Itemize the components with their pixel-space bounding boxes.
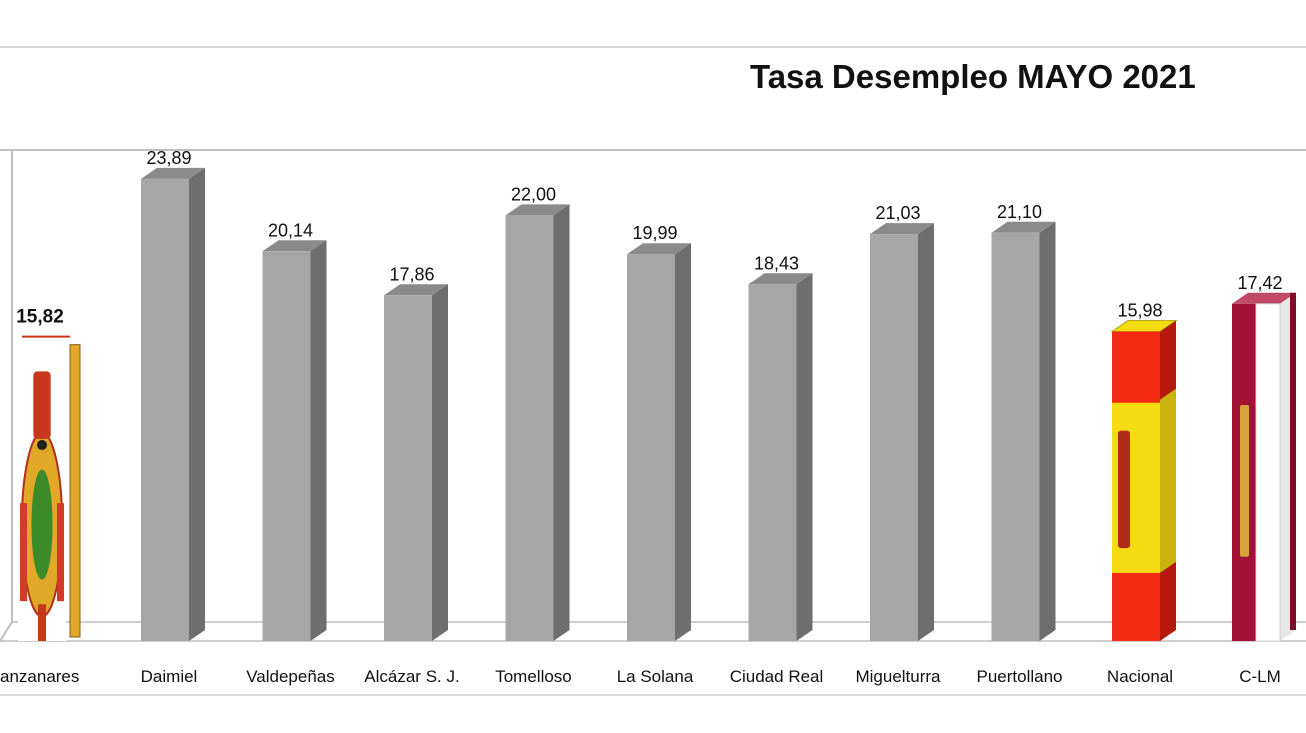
x-tick-label-nacional: Nacional [1107, 667, 1173, 686]
flag-coat-of-arms [1118, 430, 1130, 549]
bar-top-face [991, 221, 1056, 233]
bar-top-face [1232, 292, 1296, 304]
bar-top-face [748, 273, 813, 285]
flag-white-half [1255, 303, 1281, 642]
bar-tomelloso: 22,00 [505, 184, 570, 641]
bar-side-face [675, 243, 691, 641]
bar-ciudad-real: 18,43 [748, 253, 813, 641]
flag-castle [1240, 404, 1249, 557]
bar-side-face [310, 240, 327, 641]
bar-front-face [627, 254, 675, 641]
bar-la-solana: 19,99 [627, 223, 691, 641]
bar-top-face [262, 240, 327, 252]
data-label-miguelturra: 21,03 [875, 203, 920, 223]
bar-side-face [1039, 221, 1056, 641]
bar-side-face [918, 223, 934, 641]
bar-front-face [991, 232, 1040, 641]
bar-side-face [189, 167, 205, 641]
arms-pillar-left [20, 503, 27, 602]
data-label-anzanares: 15,82 [16, 307, 64, 328]
data-label-valdepenas: 20,14 [268, 220, 313, 240]
bar-front-face [384, 295, 432, 641]
plot-frame-left [0, 149, 13, 642]
x-tick-label-tomelloso: Tomelloso [495, 667, 572, 686]
arms-pillar-right [57, 503, 64, 602]
bar-alcazar-s-j: 17,86 [384, 264, 448, 641]
arms-side-edge [69, 344, 81, 638]
data-label-puertollano: 21,10 [997, 202, 1042, 222]
bar-top-face [870, 223, 934, 235]
bar-c-lm: 17,42 [1232, 273, 1296, 642]
bar-puertollano: 21,10 [991, 202, 1056, 641]
data-label-nacional: 15,98 [1117, 301, 1162, 321]
x-tick-label-puertollano: Puertollano [976, 667, 1062, 686]
bar-nacional: 15,98 [1110, 301, 1178, 641]
bar-valdepenas: 20,14 [262, 220, 327, 641]
bar-miguelturra: 21,03 [870, 203, 934, 641]
bar-side-face [432, 284, 448, 641]
bar-side-face [796, 273, 813, 641]
x-tick-label-alcazar-s-j: Alcázar S. J. [364, 667, 459, 686]
arms-shield-inner [31, 469, 53, 580]
data-label-la-solana: 19,99 [632, 223, 677, 243]
bar-front-face [870, 234, 918, 641]
x-tick-label-valdepenas: Valdepeñas [246, 667, 335, 686]
arms-crown [33, 371, 51, 439]
bar-side-edge [1290, 292, 1296, 630]
data-label-alcazar-s-j: 17,86 [389, 264, 434, 284]
x-tick-label-c-lm: C-LM [1239, 667, 1281, 686]
x-tick-label-daimiel: Daimiel [141, 667, 198, 686]
arms-base [38, 604, 46, 641]
bar-front-face [141, 178, 189, 641]
bar-front-face [262, 251, 311, 641]
data-label-tomelloso: 22,00 [511, 184, 556, 204]
bar-top-face [627, 243, 691, 255]
bar-daimiel: 23,89 [141, 148, 205, 641]
chart-title: Tasa Desempleo MAYO 2021 [750, 58, 1196, 95]
x-tick-label-ciudad-real: Ciudad Real [730, 667, 824, 686]
bar-front-face [748, 284, 797, 641]
bar-top-face [505, 204, 570, 216]
bar-top-face [141, 167, 205, 179]
x-tick-label-miguelturra: Miguelturra [855, 667, 941, 686]
data-label-ciudad-real: 18,43 [754, 253, 799, 273]
x-tick-label-la-solana: La Solana [617, 667, 694, 686]
bar-side-stripe [1160, 388, 1176, 573]
bar-anzanares: 15,82 [16, 307, 81, 641]
data-label-c-lm: 17,42 [1237, 273, 1282, 293]
bar-top-face [384, 284, 448, 296]
x-tick-label-anzanares: anzanares [0, 667, 79, 686]
arms-eagle-head [37, 439, 47, 450]
data-label-daimiel: 23,89 [146, 148, 191, 168]
bar-side-face [553, 204, 570, 641]
bar-front-face [505, 215, 554, 641]
